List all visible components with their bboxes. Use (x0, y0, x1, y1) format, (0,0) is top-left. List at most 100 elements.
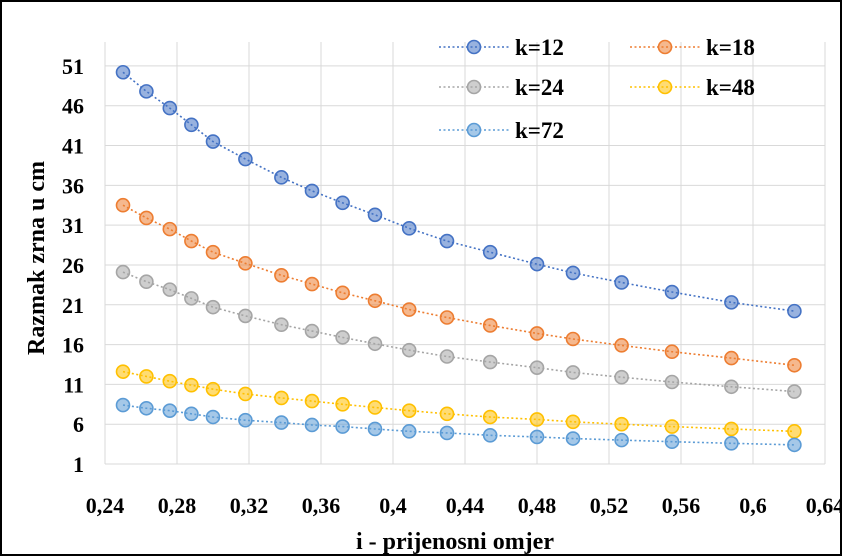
y-tick-label: 6 (73, 412, 84, 437)
data-point (367, 400, 383, 415)
data-point (115, 197, 131, 213)
data-point (529, 360, 545, 375)
y-tick-label: 16 (62, 333, 84, 358)
data-point (529, 256, 545, 272)
data-point (335, 285, 350, 301)
series-layer (115, 64, 802, 453)
x-tick-label: 0,32 (230, 493, 269, 518)
data-point (401, 221, 417, 236)
series-line (122, 404, 795, 446)
data-point (401, 302, 417, 317)
tick-labels: 0,24 0,28 0,32 0,36 0,4 0,44 0,48 0,52 0,56 0,6 0,… (62, 54, 842, 518)
data-point (614, 275, 629, 290)
data-point (184, 406, 199, 422)
legend-item: k=48 (630, 75, 755, 100)
data-point (184, 291, 199, 306)
data-point (367, 207, 383, 223)
series-line (122, 370, 795, 433)
data-point (482, 409, 498, 425)
x-tick-label: 0,52 (590, 493, 629, 518)
data-point (439, 310, 455, 325)
data-point (439, 406, 455, 422)
data-point (304, 183, 320, 199)
x-tick-label: 0,24 (86, 493, 125, 518)
data-point (162, 403, 178, 418)
data-point (274, 415, 289, 430)
data-point (724, 421, 739, 437)
y-tick-label: 31 (62, 213, 84, 238)
data-point (274, 317, 289, 332)
data-point (401, 424, 417, 439)
data-point (565, 265, 581, 281)
data-point (664, 284, 680, 300)
data-point (115, 397, 131, 413)
data-point (205, 299, 221, 315)
legend-item: k=72 (439, 118, 564, 143)
data-point (724, 435, 739, 451)
legend-marker (466, 39, 482, 55)
series-k-18 (115, 197, 802, 373)
legend-marker (466, 122, 482, 138)
data-point (139, 369, 154, 384)
data-point (205, 381, 221, 397)
data-point (664, 419, 680, 434)
data-point (439, 425, 455, 441)
x-tick-label: 0,48 (518, 493, 557, 518)
legend-label: k=72 (515, 118, 564, 143)
data-point (664, 434, 680, 450)
data-point (787, 424, 802, 439)
data-point (162, 100, 178, 116)
data-point (565, 431, 581, 446)
data-point (184, 233, 199, 249)
y-tick-label: 11 (63, 372, 84, 397)
data-point (367, 293, 383, 309)
data-point (304, 276, 320, 292)
x-axis-title: i - prijenosni omjer (356, 529, 554, 555)
data-point (274, 170, 289, 185)
data-point (724, 379, 739, 395)
data-point (115, 64, 131, 80)
x-tick-label: 0,36 (302, 493, 341, 518)
legend-label: k=24 (515, 75, 564, 100)
series-k-24 (115, 264, 802, 399)
data-point (367, 336, 383, 352)
data-point (139, 274, 154, 289)
data-point (304, 323, 320, 339)
data-point (664, 374, 680, 390)
series-k-48 (115, 364, 802, 439)
data-point (614, 338, 629, 353)
series-k-72 (115, 397, 802, 453)
data-point (115, 364, 131, 379)
x-tick-label: 0,64 (806, 493, 842, 518)
data-point (482, 244, 498, 260)
x-tick-label: 0,56 (662, 493, 701, 518)
data-point (205, 134, 221, 149)
data-point (529, 326, 545, 341)
data-point (238, 386, 253, 402)
series-line (122, 271, 795, 393)
data-point (614, 432, 629, 448)
data-point (115, 264, 131, 280)
data-point (184, 117, 199, 133)
series-line (122, 71, 795, 312)
data-point (401, 403, 417, 418)
data-point (335, 419, 350, 434)
data-point (162, 282, 178, 297)
data-point (439, 233, 455, 249)
data-point (529, 412, 545, 427)
x-tick-label: 0,4 (379, 493, 407, 518)
data-point (139, 84, 154, 99)
legend-marker (466, 79, 482, 95)
data-point (139, 400, 154, 416)
data-point (482, 428, 498, 443)
data-point (787, 384, 802, 399)
data-point (238, 308, 253, 324)
data-point (274, 390, 289, 406)
data-point (205, 244, 221, 260)
legend-label: k=18 (706, 35, 755, 60)
data-point (238, 151, 253, 167)
data-point (335, 330, 350, 345)
legend-marker (657, 79, 673, 95)
